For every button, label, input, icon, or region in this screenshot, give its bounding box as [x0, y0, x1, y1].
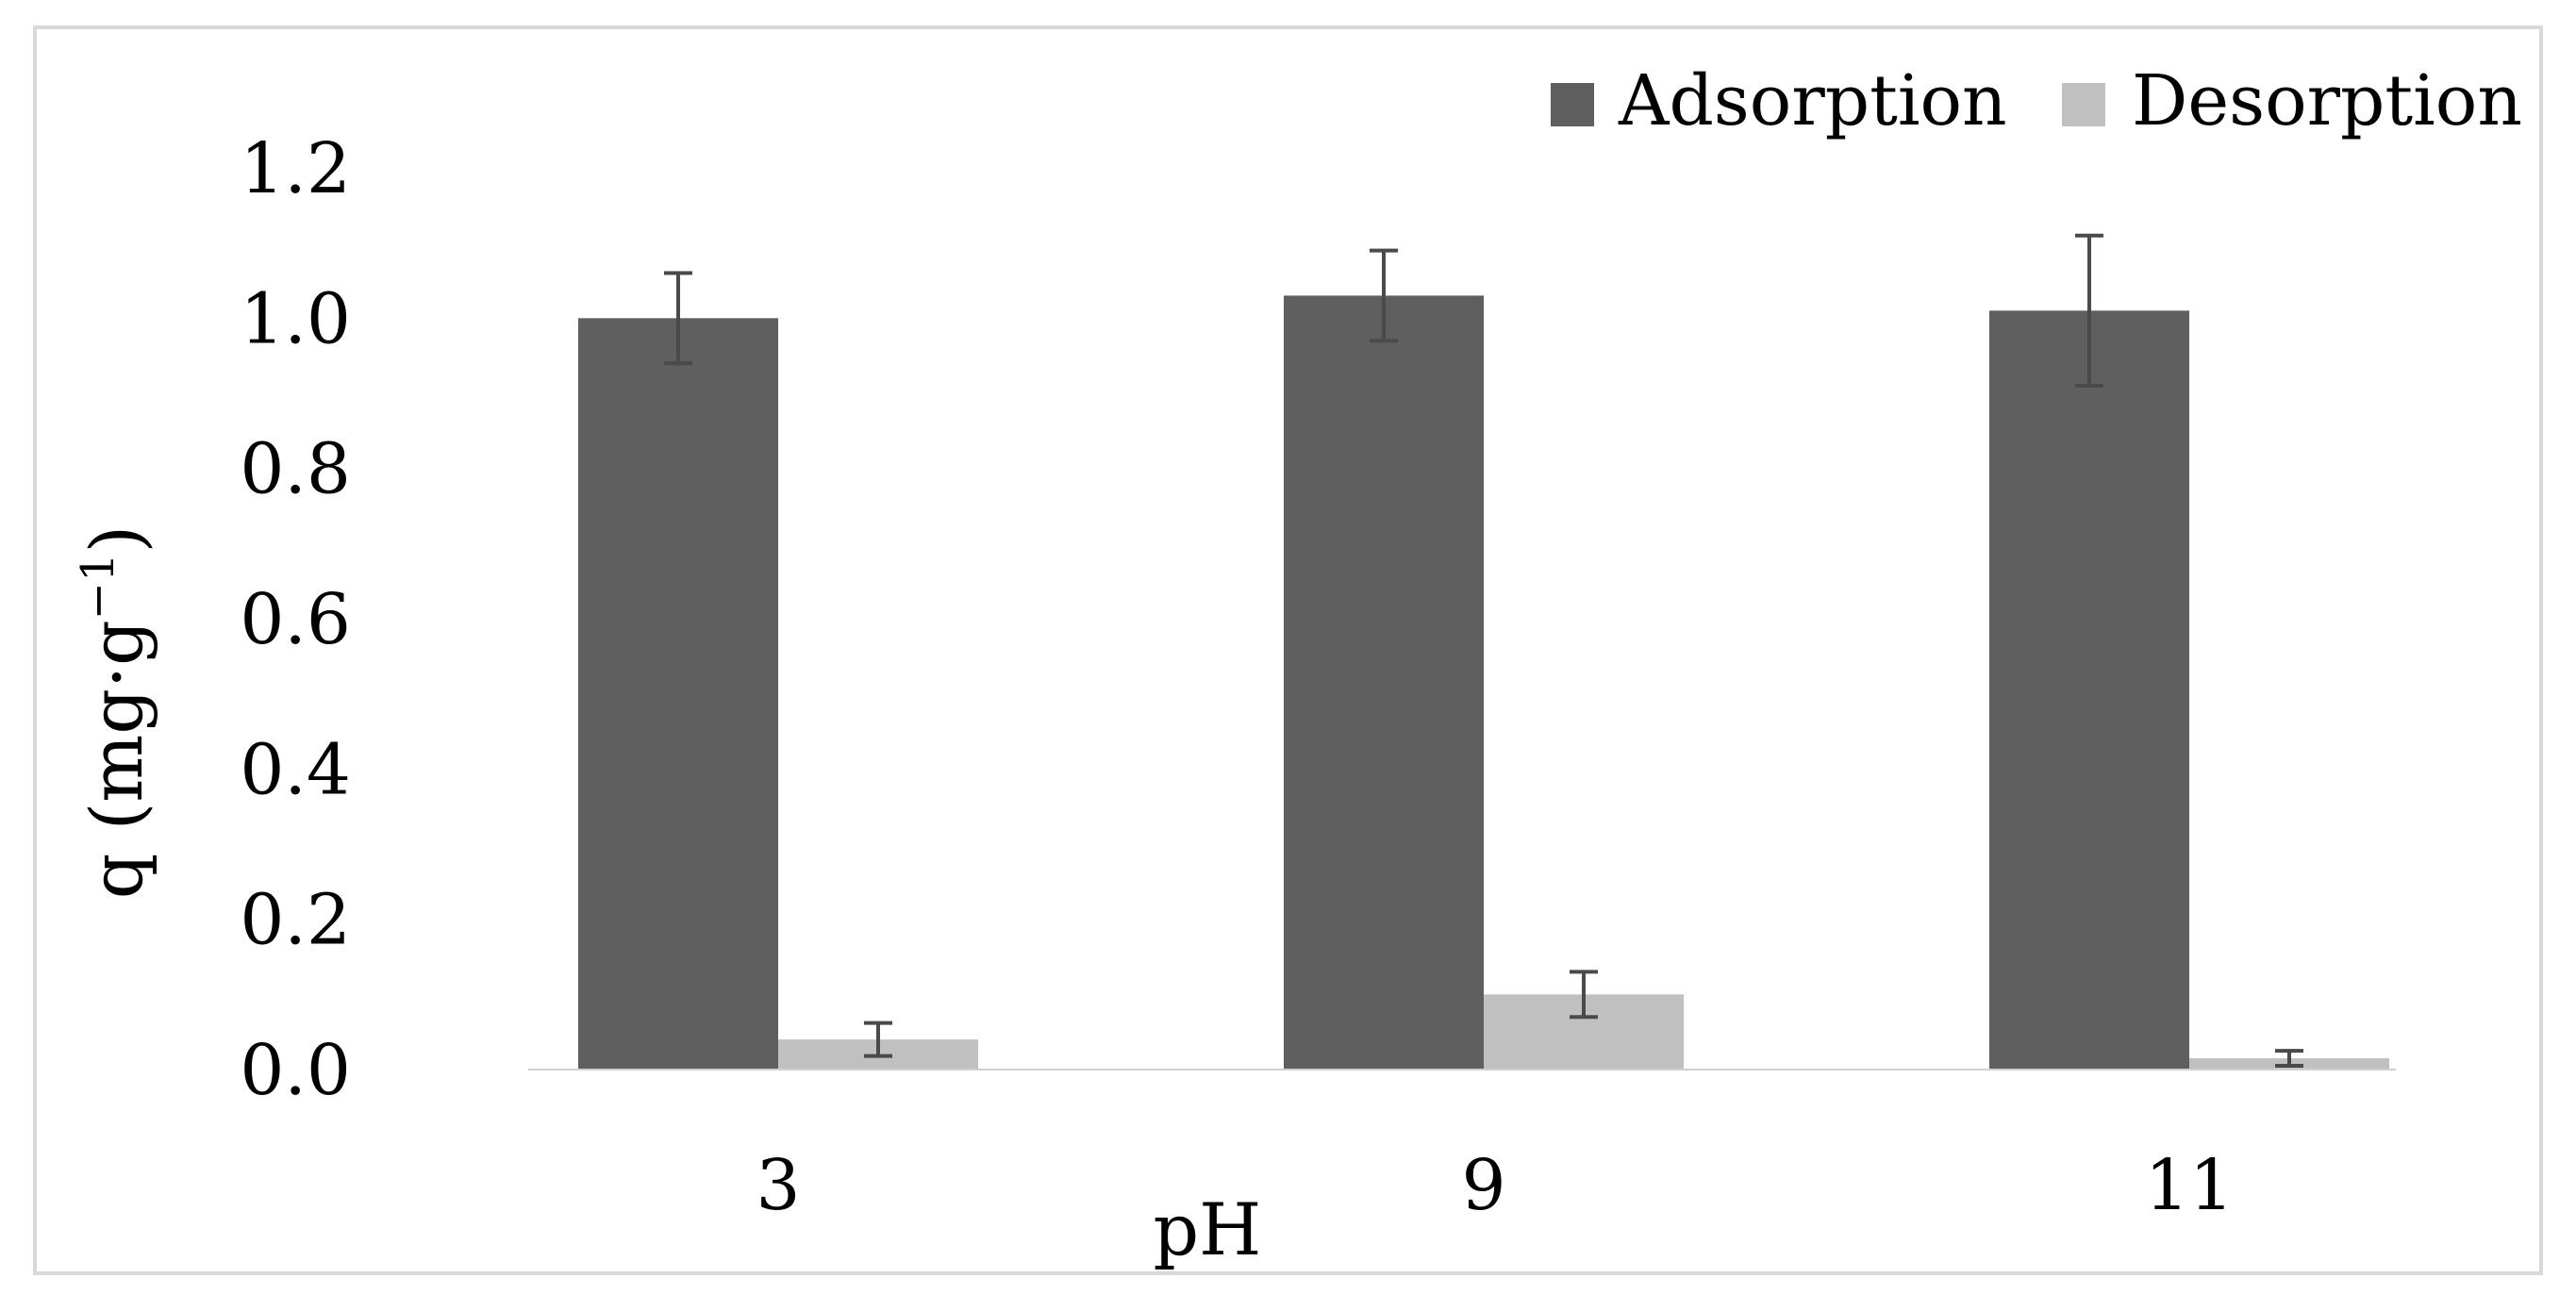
y-tick-label: 0.4 [240, 729, 351, 810]
bar-adsorption-11 [1989, 310, 2189, 1070]
y-tick-label: 0.8 [240, 429, 351, 510]
y-axis-label-close: ) [75, 525, 158, 554]
error-bar-desorption-3 [864, 1021, 892, 1058]
x-axis-tick-labels: 3 9 11 [756, 1145, 2234, 1226]
legend-label-desorption: Desorption [2132, 60, 2522, 141]
error-bar-desorption-9 [1570, 970, 1598, 1020]
y-axis-label-exponent: −1 [72, 553, 125, 620]
error-bar-adsorption-3 [664, 271, 692, 366]
bars-group [578, 295, 2389, 1070]
y-tick-label: 1.0 [240, 278, 351, 359]
legend-swatch-desorption [2062, 83, 2105, 126]
legend-swatch-adsorption [1551, 83, 1594, 126]
y-tick-label: 0.6 [240, 579, 351, 660]
x-tick-label-3: 3 [756, 1145, 800, 1226]
y-axis-label: q (mg·g−1) [72, 525, 158, 899]
error-bars-group [664, 233, 2303, 1069]
x-tick-label-9: 9 [1461, 1145, 1505, 1226]
legend-label-adsorption: Adsorption [1618, 60, 2007, 141]
error-bar-adsorption-9 [1370, 248, 1398, 343]
y-tick-label: 0.0 [240, 1030, 351, 1111]
error-bar-adsorption-11 [2075, 233, 2103, 389]
bar-adsorption-9 [1284, 295, 1484, 1070]
x-axis-label: pH [1154, 1187, 1262, 1271]
bar-adsorption-3 [578, 318, 778, 1070]
y-tick-label: 1.2 [240, 128, 351, 209]
legend: Adsorption Desorption [1551, 60, 2522, 141]
y-axis-tick-labels: 0.0 0.2 0.4 0.6 0.8 1.0 1.2 [240, 128, 351, 1111]
x-tick-label-11: 11 [2145, 1145, 2234, 1226]
y-axis-label-main: q (mg·g [75, 620, 158, 899]
y-tick-label: 0.2 [240, 880, 351, 961]
error-bar-desorption-11 [2275, 1049, 2303, 1069]
